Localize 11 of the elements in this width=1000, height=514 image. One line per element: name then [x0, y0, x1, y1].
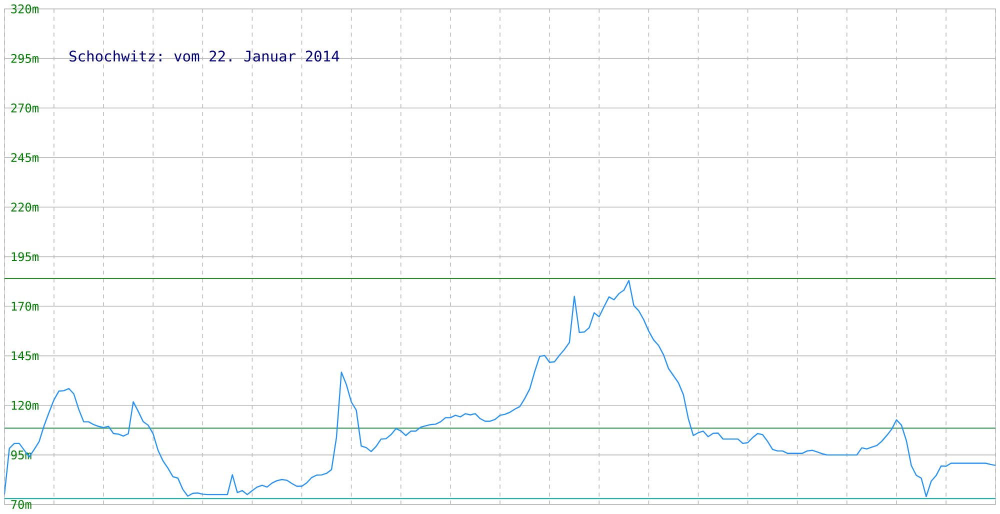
y-tick-label: 195m	[12, 252, 38, 262]
y-tick-label: 220m	[11, 202, 38, 212]
y-tick-label: 245m	[11, 153, 38, 162]
y-tick-label: 270m	[11, 104, 38, 113]
y-tick-label: 320m	[11, 4, 38, 14]
y-tick-label: 295m	[11, 54, 38, 64]
y-tick-label: 70m	[11, 500, 32, 510]
y-tick-label: 145m	[12, 352, 38, 360]
y-tick-label: 170m	[12, 302, 38, 311]
text: Schochwitz: vom 22. Januar 2014	[70, 50, 340, 62]
y-tick-label: 120m	[12, 401, 38, 410]
